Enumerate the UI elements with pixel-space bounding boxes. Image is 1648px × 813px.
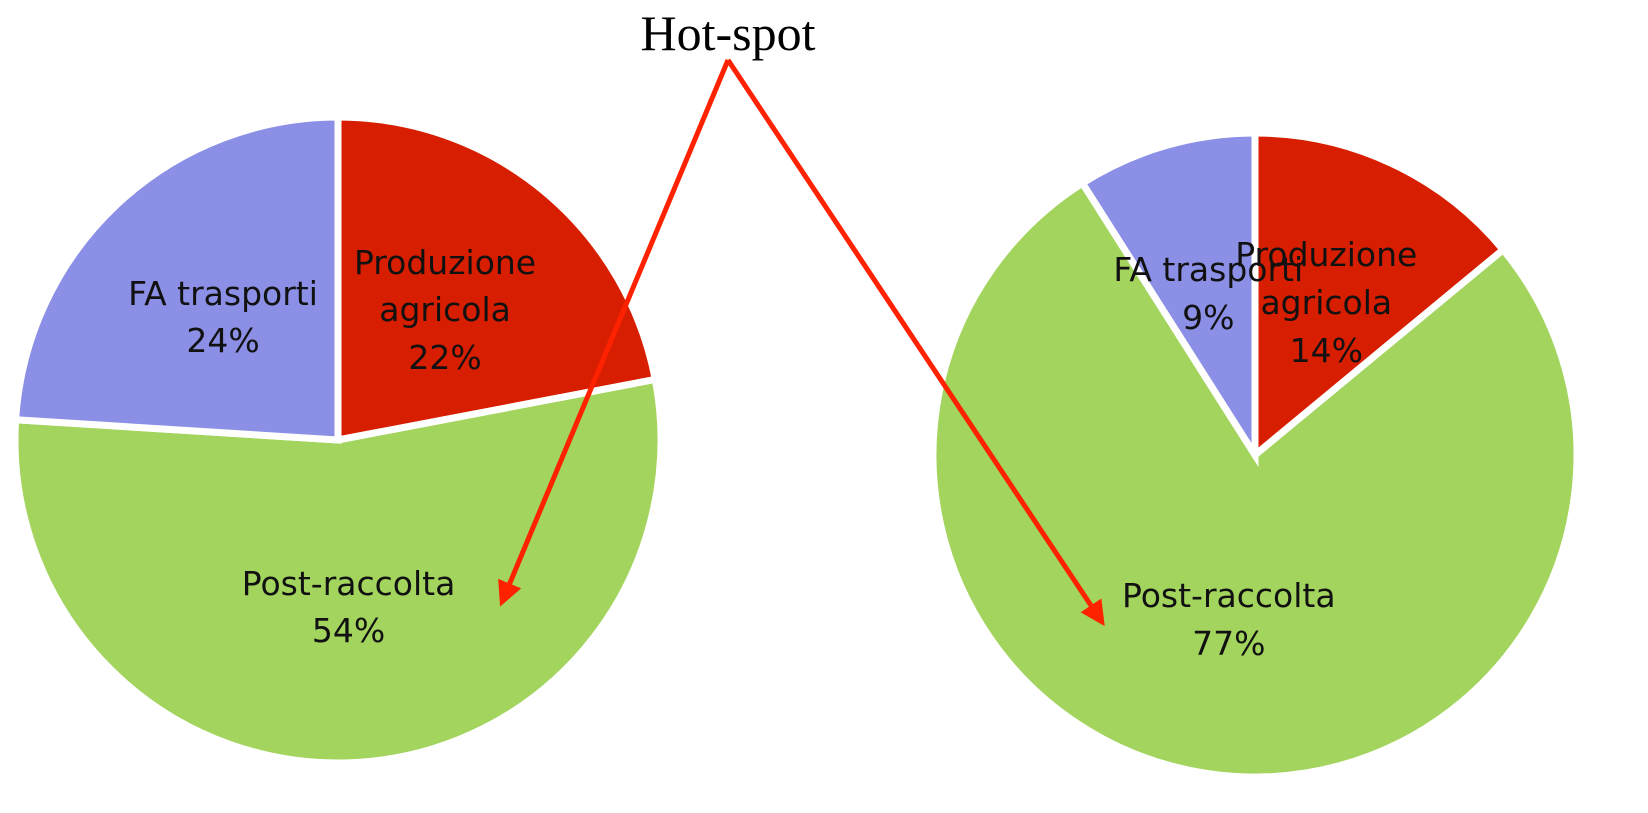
category-label: Produzione agricola xyxy=(353,242,537,330)
slice-label: Produzione agricola 14% xyxy=(1206,231,1446,375)
value-label: 54% xyxy=(311,611,386,651)
category-label: FA trasporti xyxy=(128,273,318,313)
value-label: 14% xyxy=(1289,331,1363,371)
slice-label: FA trasporti 9% xyxy=(1108,246,1308,342)
pies xyxy=(11,113,1581,781)
arrow xyxy=(725,58,1105,627)
slice-label: Post-raccolta 77% xyxy=(1069,572,1389,668)
annotation: Hot-spot xyxy=(640,5,816,61)
slice-label: Post-raccolta 54% xyxy=(189,560,509,656)
arrow xyxy=(498,59,731,607)
pie-slice xyxy=(11,375,665,767)
value-label: 22% xyxy=(408,338,482,378)
pie-slice xyxy=(1251,129,1509,463)
pie-slice xyxy=(334,113,660,445)
value-label: 9% xyxy=(1182,298,1235,338)
pie-slice xyxy=(929,178,1581,781)
slice-label: FA trasporti 24% xyxy=(123,270,323,366)
category-label: Post-raccolta xyxy=(1122,576,1336,616)
category-label: Produzione agricola xyxy=(1235,235,1418,323)
category-label: Post-raccolta xyxy=(241,563,456,603)
value-label: 77% xyxy=(1192,624,1266,664)
slice-label: Produzione agricola 22% xyxy=(325,239,565,383)
value-label: 24% xyxy=(186,321,260,361)
category-label: FA trasporti xyxy=(1113,250,1304,290)
pie-slice xyxy=(1077,129,1259,468)
pie-slice xyxy=(11,113,342,444)
